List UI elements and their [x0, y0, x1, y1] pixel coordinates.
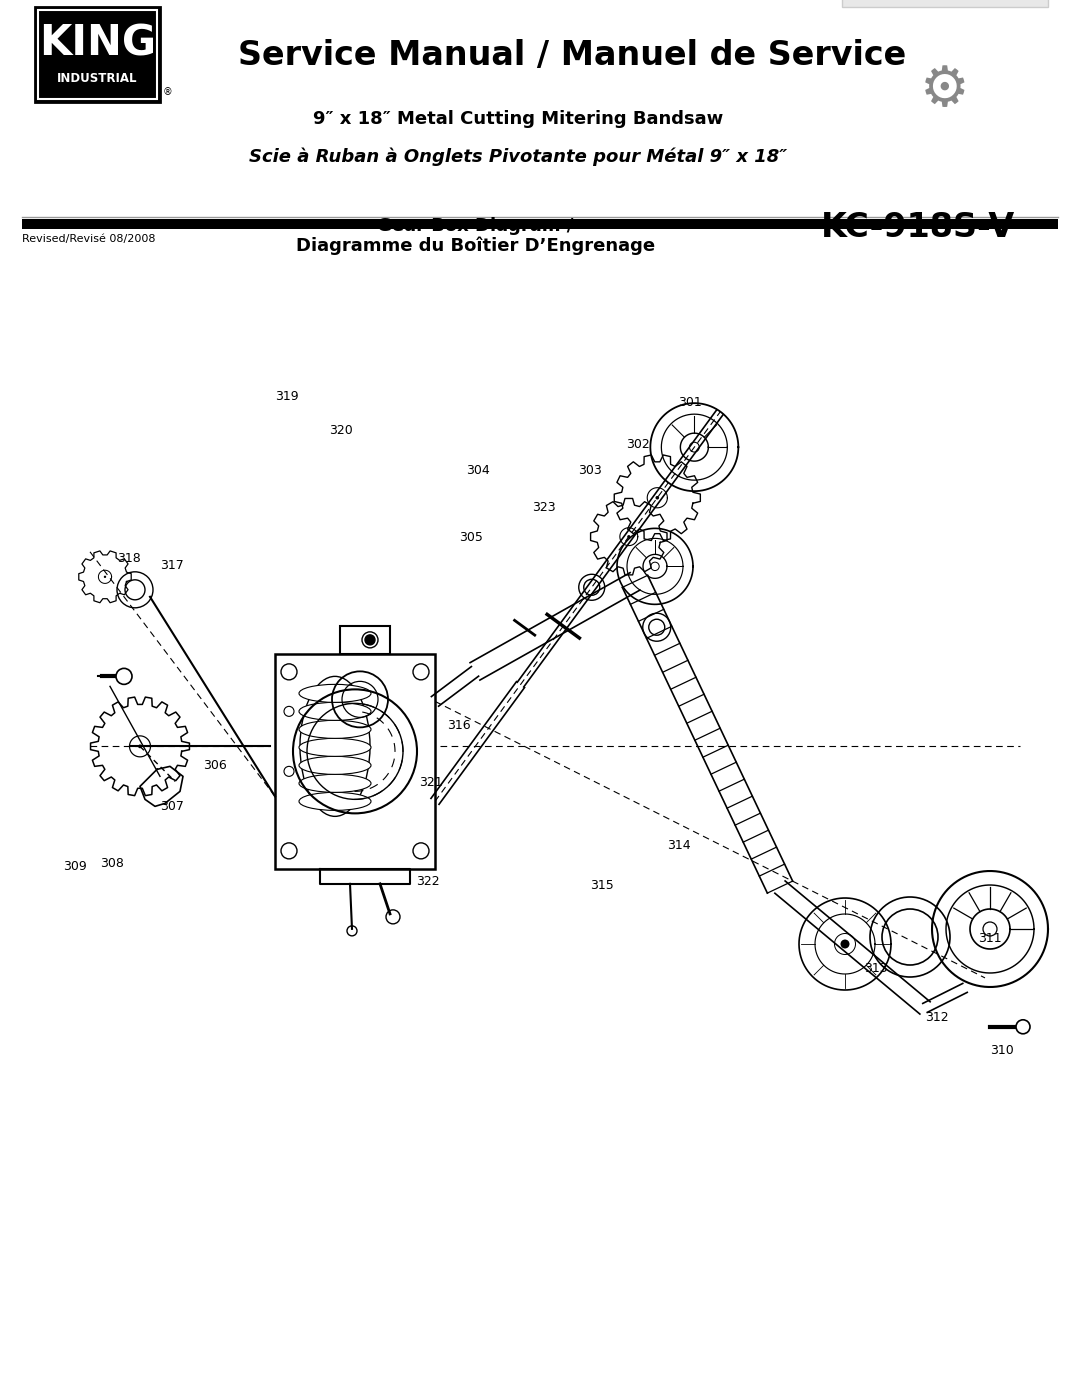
Text: 320: 320 [329, 423, 353, 437]
Text: 314: 314 [667, 838, 691, 852]
Ellipse shape [299, 756, 372, 774]
Bar [842, 0, 1048, 7]
Text: 9″ x 18″ Metal Cutting Mitering Bandsaw: 9″ x 18″ Metal Cutting Mitering Bandsaw [313, 110, 724, 127]
Text: 311: 311 [978, 932, 1002, 946]
Text: Service Manual / Manuel de Service: Service Manual / Manuel de Service [239, 39, 906, 73]
Ellipse shape [299, 685, 372, 703]
Text: 317: 317 [160, 559, 184, 573]
Circle shape [116, 668, 132, 685]
Text: 310: 310 [990, 1044, 1014, 1058]
Ellipse shape [299, 739, 372, 756]
Text: 318: 318 [117, 552, 140, 566]
Ellipse shape [300, 676, 370, 816]
Text: 306: 306 [203, 759, 227, 773]
Text: ⚙: ⚙ [920, 64, 970, 117]
Circle shape [656, 496, 659, 500]
Text: 308: 308 [100, 856, 124, 870]
Text: ®: ® [163, 87, 173, 96]
Ellipse shape [299, 703, 372, 721]
Text: INDUSTRIAL: INDUSTRIAL [57, 71, 138, 85]
Text: Diagramme du Boîtier D’Engrenage: Diagramme du Boîtier D’Engrenage [296, 236, 654, 254]
Text: 322: 322 [416, 875, 440, 888]
Bar [22, 219, 1058, 229]
Text: Scie à Ruban à Onglets Pivotante pour Métal 9″ x 18″: Scie à Ruban à Onglets Pivotante pour Mé… [249, 147, 787, 166]
Circle shape [627, 535, 631, 538]
Ellipse shape [299, 774, 372, 792]
Text: Gear Box Diagram /: Gear Box Diagram / [377, 217, 573, 235]
Circle shape [840, 940, 850, 949]
Text: 315: 315 [590, 879, 613, 893]
Text: Revised/Revisé 08/2008: Revised/Revisé 08/2008 [22, 233, 156, 243]
Text: KING: KING [39, 22, 157, 64]
Ellipse shape [299, 792, 372, 810]
Text: 302: 302 [626, 437, 650, 451]
Text: 316: 316 [447, 718, 471, 732]
Text: 309: 309 [63, 859, 86, 873]
Bar [340, 626, 390, 654]
Text: 312: 312 [926, 1010, 949, 1024]
Ellipse shape [299, 721, 372, 739]
Bar [0, 0, 1080, 244]
Text: 305: 305 [459, 531, 483, 545]
Text: KC-918S-V: KC-918S-V [821, 211, 1015, 243]
Bar [275, 654, 435, 869]
Text: 321: 321 [419, 775, 443, 789]
Text: 323: 323 [532, 500, 556, 514]
Circle shape [138, 745, 141, 749]
Text: 304: 304 [467, 464, 490, 478]
Circle shape [1016, 1020, 1030, 1034]
Ellipse shape [287, 657, 382, 837]
Text: 307: 307 [160, 799, 184, 813]
Text: 313: 313 [864, 961, 888, 975]
Circle shape [104, 576, 106, 578]
Bar [38, 10, 157, 99]
Text: 303: 303 [578, 464, 602, 478]
Text: 301: 301 [678, 395, 702, 409]
Bar [35, 7, 160, 102]
Circle shape [365, 634, 375, 645]
Text: 319: 319 [275, 390, 299, 404]
